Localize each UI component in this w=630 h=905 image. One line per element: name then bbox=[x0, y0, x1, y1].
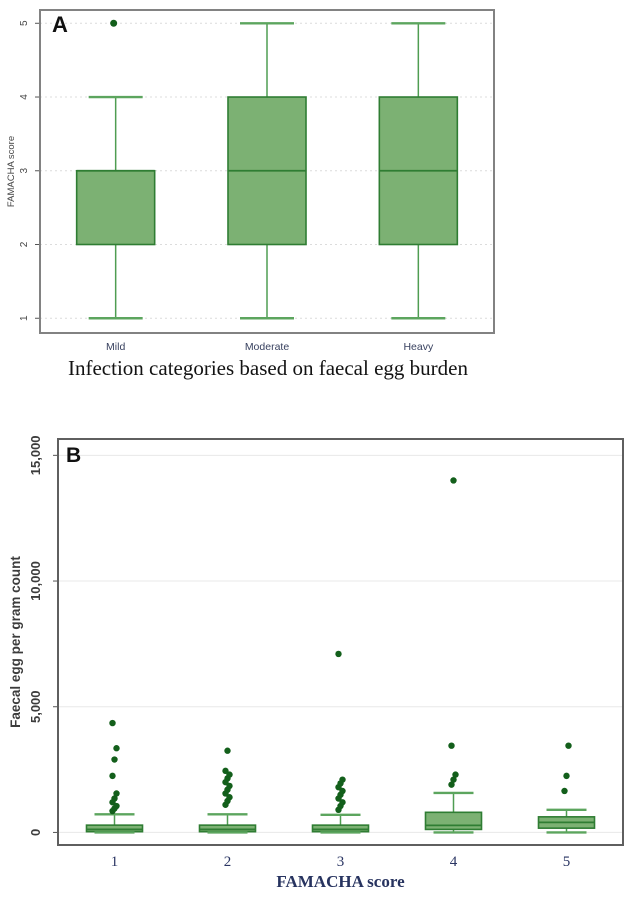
outlier-dot bbox=[110, 19, 118, 27]
category-label: 2 bbox=[224, 854, 232, 870]
box bbox=[75, 169, 156, 246]
panel-b-boxplot: 0 5,000 10,000 15,000 Faecal egg per gram co… bbox=[8, 435, 624, 870]
category-label: Moderate bbox=[245, 341, 290, 353]
outlier-dot bbox=[113, 802, 120, 810]
y-tick-label: 1 bbox=[19, 315, 30, 321]
category-label: 3 bbox=[337, 854, 345, 870]
plot-frame bbox=[57, 438, 624, 846]
category-label: 4 bbox=[450, 854, 458, 870]
outlier-dot bbox=[226, 771, 233, 778]
outlier-dot bbox=[222, 767, 229, 775]
panel-a-caption: Infection categories based on faecal egg… bbox=[68, 356, 468, 380]
outlier-dot bbox=[113, 790, 120, 797]
outlier-dot bbox=[111, 795, 118, 802]
panel-b-xlabel: FAMACHA score bbox=[276, 872, 405, 891]
y-axis-title: FAMACHA score bbox=[6, 136, 17, 207]
panel-b-label: B bbox=[66, 444, 82, 467]
outlier-dot bbox=[339, 799, 346, 806]
category-label: Heavy bbox=[403, 341, 434, 353]
outlier-dot bbox=[561, 787, 568, 795]
outlier-dot bbox=[335, 650, 342, 658]
outlier-dot bbox=[113, 745, 120, 752]
outlier-dot bbox=[109, 719, 116, 727]
outlier-dot bbox=[224, 747, 231, 754]
y-tick-label: 15,000 bbox=[28, 435, 43, 475]
outlier-dot bbox=[109, 772, 116, 780]
y-tick-label: 2 bbox=[19, 241, 30, 247]
y-tick-label: 0 bbox=[28, 829, 43, 836]
y-tick-label: 5,000 bbox=[28, 690, 43, 723]
box bbox=[424, 811, 483, 831]
box bbox=[198, 824, 257, 833]
outlier-dot bbox=[339, 776, 346, 783]
box bbox=[311, 824, 370, 833]
category-label: 1 bbox=[111, 854, 119, 870]
outlier-dot bbox=[563, 772, 570, 780]
category-label: Mild bbox=[106, 341, 125, 353]
panel-a-label: A bbox=[52, 12, 68, 37]
outlier-dot bbox=[339, 787, 346, 795]
y-tick-label: 5 bbox=[19, 20, 30, 26]
y-axis-title: Faecal egg per gram count bbox=[8, 556, 23, 728]
outlier-dot bbox=[452, 771, 459, 778]
outlier-dot bbox=[450, 776, 457, 783]
outlier-dot bbox=[111, 756, 118, 763]
outlier-dot bbox=[448, 781, 455, 788]
y-tick-label: 4 bbox=[19, 94, 30, 100]
outlier-dot bbox=[565, 742, 572, 749]
panel-a-boxplot: 1 2 3 4 5 FAMACHA score Mild Moderate Heavy bbox=[6, 9, 495, 353]
y-tick-label: 10,000 bbox=[28, 561, 43, 601]
y-tick-label: 3 bbox=[19, 168, 30, 174]
outlier-dot bbox=[448, 742, 455, 749]
box bbox=[85, 824, 144, 833]
outlier-dot bbox=[226, 794, 233, 801]
outlier-dot bbox=[226, 782, 233, 790]
plot-frame bbox=[39, 9, 495, 334]
outlier-dot bbox=[450, 477, 457, 484]
category-label: 5 bbox=[563, 854, 571, 870]
